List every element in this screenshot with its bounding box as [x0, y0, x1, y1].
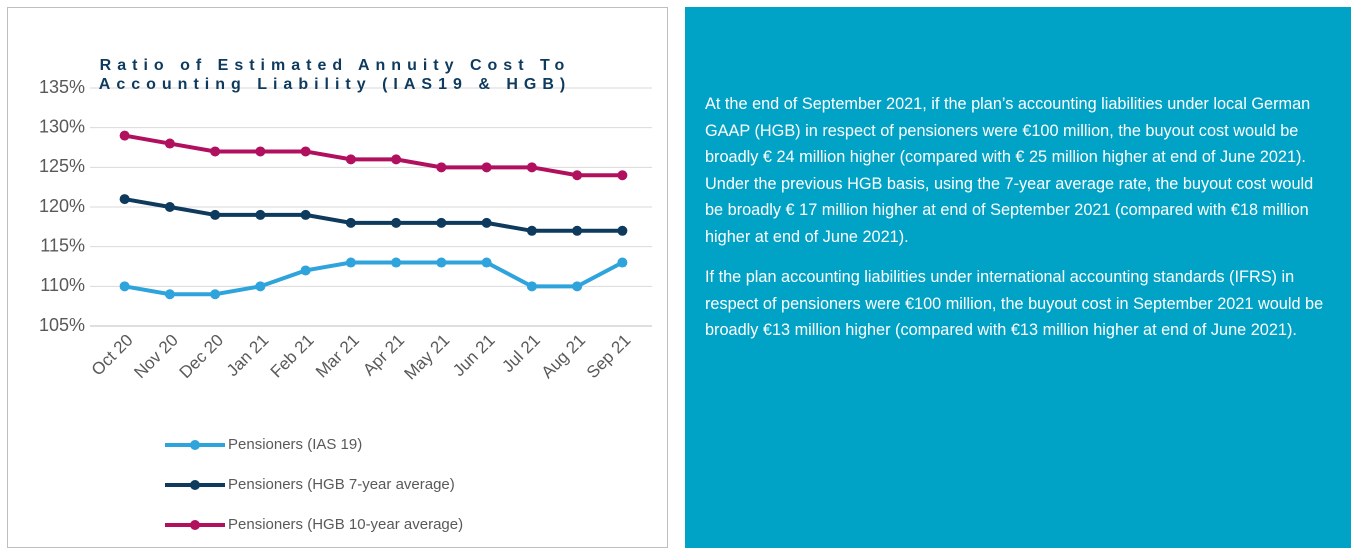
point	[345, 217, 356, 228]
legend-label: Pensioners (IAS 19)	[228, 436, 362, 453]
y-tick-label: 120%	[39, 196, 85, 216]
point	[255, 209, 266, 220]
point	[436, 162, 447, 173]
x-tick-label: Apr 21	[359, 331, 408, 380]
y-tick-label: 110%	[40, 275, 85, 295]
x-tick-label: Aug 21	[538, 331, 590, 383]
legend-label: Pensioners (HGB 10-year average)	[228, 516, 463, 533]
point	[436, 217, 447, 228]
point	[526, 162, 537, 173]
y-tick-label: 115%	[40, 235, 85, 255]
legend-marker	[190, 480, 200, 490]
point	[300, 209, 311, 220]
x-tick-label: Jun 21	[449, 331, 499, 381]
point	[526, 281, 537, 292]
point	[481, 217, 492, 228]
point	[164, 289, 175, 300]
y-tick-label: 130%	[39, 116, 85, 136]
point	[572, 281, 583, 292]
series-line	[124, 197, 623, 233]
y-tick-label: 125%	[39, 156, 85, 176]
point	[119, 194, 130, 205]
point	[526, 225, 537, 236]
x-tick-label: Dec 20	[176, 331, 228, 383]
x-tick-label: Jan 21	[223, 331, 273, 381]
point	[119, 130, 130, 141]
point	[210, 209, 221, 220]
chart-panel	[7, 7, 668, 548]
point	[481, 162, 492, 173]
x-tick-label: Nov 20	[130, 331, 182, 383]
point	[255, 146, 266, 157]
text-panel: At the end of September 2021, if the pla…	[685, 7, 1351, 548]
point	[210, 146, 221, 157]
point	[345, 154, 356, 165]
point	[345, 257, 356, 268]
point	[164, 202, 175, 212]
point	[617, 257, 628, 268]
paragraph: At the end of September 2021, if the pla…	[705, 95, 1314, 246]
point	[436, 257, 447, 268]
point	[391, 154, 402, 165]
x-tick-label: Feb 21	[267, 331, 318, 382]
legend-marker	[190, 520, 200, 530]
x-tick-label: Mar 21	[312, 331, 363, 382]
y-tick-label: 105%	[39, 315, 85, 335]
legend-label: Pensioners (HGB 7-year average)	[228, 476, 455, 493]
point	[255, 281, 266, 292]
point	[391, 257, 402, 268]
y-tick-label: 135%	[39, 77, 85, 97]
x-tick-label: Oct 20	[88, 331, 137, 380]
point	[572, 170, 583, 181]
point	[617, 225, 628, 236]
paragraph: If the plan accounting liabilities under…	[705, 268, 1324, 339]
point	[391, 217, 402, 228]
legend-marker	[190, 440, 200, 450]
point	[300, 146, 311, 157]
chart-title: Ratio of Estimated Annuity Cost To Accou…	[98, 57, 572, 93]
series-line	[124, 133, 623, 178]
point	[210, 289, 221, 300]
point	[572, 225, 583, 236]
point	[481, 257, 492, 268]
x-tick-label: Sep 21	[583, 331, 635, 383]
point	[164, 138, 175, 149]
x-tick-label: May 21	[401, 331, 454, 384]
point	[119, 281, 130, 292]
point	[300, 265, 311, 276]
point	[617, 170, 628, 181]
series-line	[124, 260, 624, 297]
